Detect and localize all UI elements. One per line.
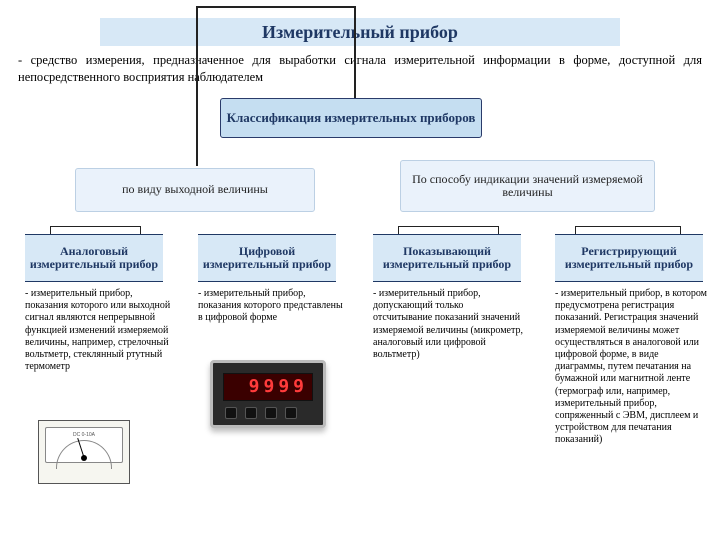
gauge-scale-label: DC 0-10A: [46, 432, 122, 438]
connector-line: [196, 6, 198, 166]
panel-key-icon: [225, 407, 237, 419]
page-title: Измерительный прибор: [100, 18, 620, 46]
digital-panel-illustration: 9999: [210, 360, 326, 428]
analog-gauge-illustration: DC 0-10A: [38, 420, 130, 484]
panel-key-icon: [245, 407, 257, 419]
connector-line: [575, 226, 680, 227]
gauge-pivot: [81, 455, 87, 461]
leaf-desc-analog: - измерительный прибор, показания которо…: [25, 288, 173, 373]
definition-text: - средство измерения, предназначенное дл…: [18, 52, 702, 86]
connector-line: [680, 226, 681, 234]
panel-buttons-row: [225, 407, 297, 419]
leaf-header-indicating: Показывающий измерительный прибор: [373, 234, 521, 282]
digital-readout: 9999: [223, 373, 313, 401]
connector-line: [398, 226, 399, 234]
connector-line: [140, 226, 141, 234]
connector-line: [50, 226, 51, 234]
connector-line: [398, 226, 498, 227]
leaf-header-analog: Аналоговый измерительный прибор: [25, 234, 163, 282]
gauge-face: DC 0-10A: [45, 427, 123, 463]
connector-line: [196, 6, 356, 8]
leaf-desc-recording: - измерительный прибор, в котором предус…: [555, 288, 711, 446]
leaf-header-digital: Цифровой измерительный прибор: [198, 234, 336, 282]
connector-line: [498, 226, 499, 234]
panel-key-icon: [265, 407, 277, 419]
connector-line: [50, 226, 140, 227]
branch-output-type: по виду выходной величины: [75, 168, 315, 212]
classification-node: Классификация измерительных приборов: [220, 98, 482, 138]
panel-key-icon: [285, 407, 297, 419]
leaf-header-recording: Регистрирующий измерительный прибор: [555, 234, 703, 282]
branch-indication-mode: По способу индикации значений измеряемой…: [400, 160, 655, 212]
leaf-desc-digital: - измерительный прибор, показания которо…: [198, 288, 346, 325]
connector-line: [354, 6, 356, 98]
leaf-desc-indicating: - измерительный прибор, допускающий толь…: [373, 288, 525, 361]
connector-line: [575, 226, 576, 234]
